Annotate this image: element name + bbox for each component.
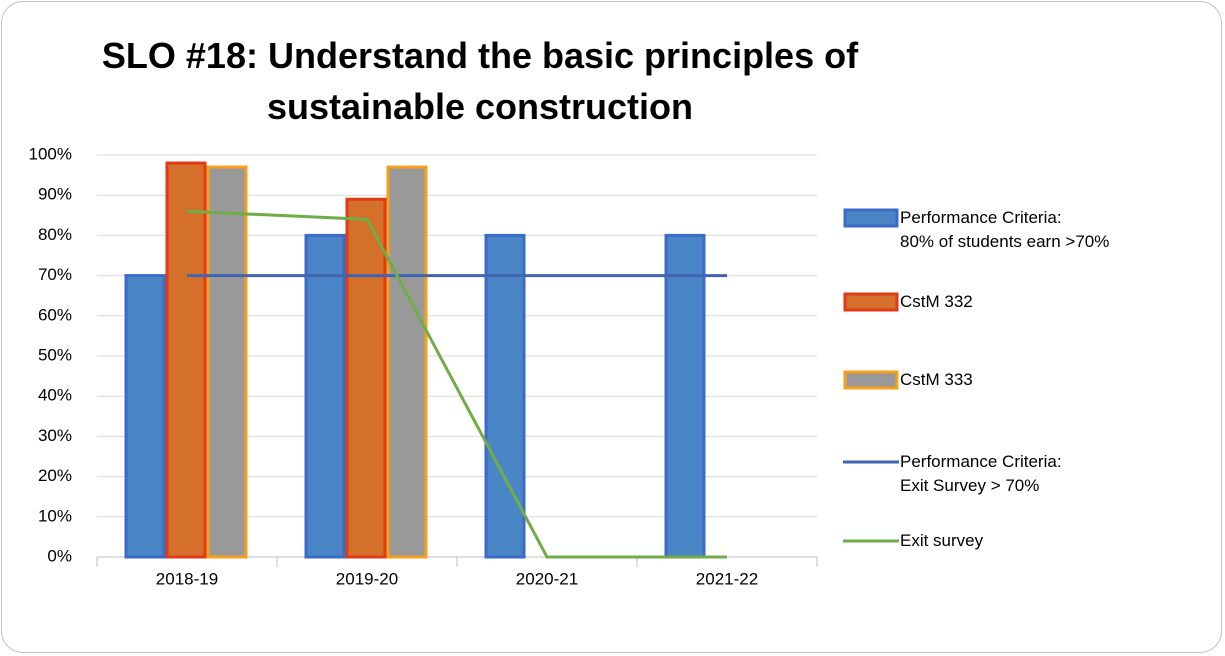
y-tick-label: 10% [38,506,72,525]
x-tick-label: 2019-20 [336,569,398,588]
y-tick-label: 20% [38,466,72,485]
y-tick-label: 30% [38,426,72,445]
bar [345,197,387,559]
y-tick-label: 90% [38,185,72,204]
y-tick-label: 100% [29,144,72,163]
bar [165,161,207,559]
bar [664,233,706,559]
legend-label: Exit survey [900,531,984,550]
y-tick-label: 50% [38,345,72,364]
legend-swatch [843,292,899,312]
chart-title: SLO #18: Understand the basic principles… [101,35,859,127]
legend-label: Performance Criteria: Exit Survey > 70% [900,452,1062,495]
bar [304,233,346,559]
y-tick-label: 80% [38,225,72,244]
legend-label: CstM 333 [900,370,973,389]
bar [386,165,428,559]
x-tick-label: 2020-21 [516,569,578,588]
bar [484,233,526,559]
y-tick-label: 70% [38,265,72,284]
bar [206,165,248,559]
bar [124,274,166,559]
y-tick-label: 40% [38,386,72,405]
line [186,209,727,559]
x-tick-label: 2021-22 [696,569,758,588]
legend-label: CstM 332 [900,292,973,311]
y-tick-label: 0% [47,546,72,565]
legend-swatch [843,208,899,228]
y-tick-label: 60% [38,305,72,324]
x-tick-label: 2018-19 [156,569,218,588]
legend-label: Performance Criteria: 80% of students ea… [900,208,1110,251]
legend-swatch [843,370,899,390]
